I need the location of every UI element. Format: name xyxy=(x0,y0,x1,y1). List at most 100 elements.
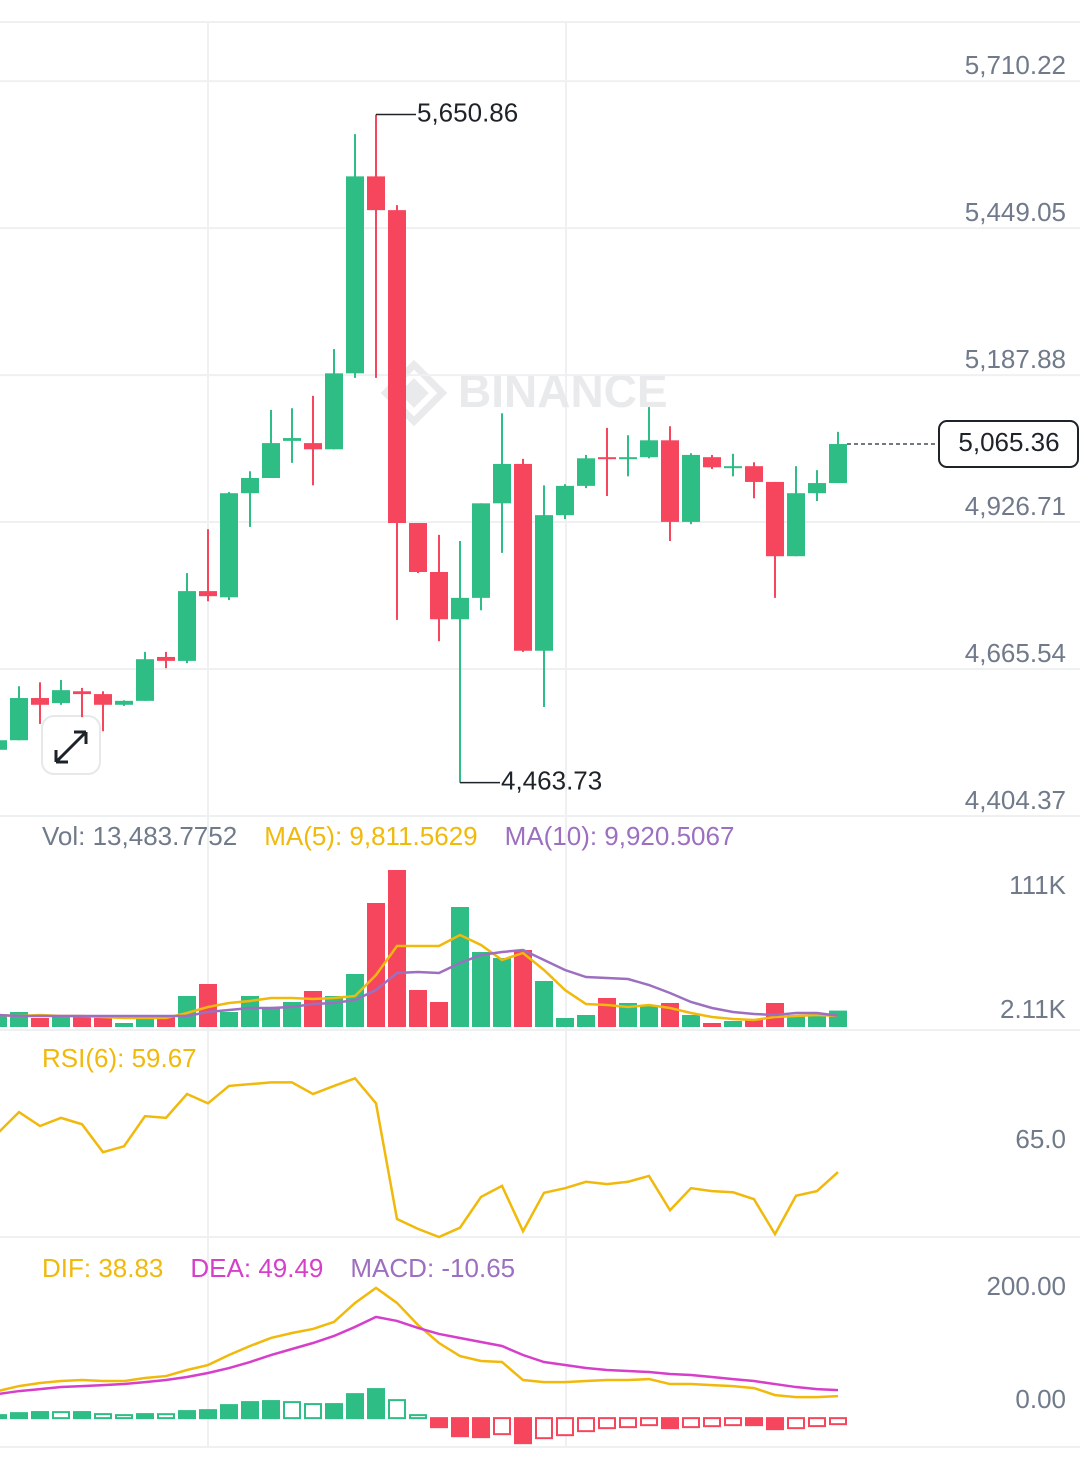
expand-button[interactable] xyxy=(41,715,101,775)
max-label: 5,650.86 xyxy=(417,97,518,127)
macd-bar xyxy=(136,1413,154,1420)
candle-body xyxy=(367,176,385,211)
y-tick-label: 0.00 xyxy=(1015,1384,1066,1414)
candle-body xyxy=(808,483,826,494)
volume-bar xyxy=(598,998,616,1027)
volume-bar xyxy=(199,984,217,1027)
series-line xyxy=(0,1286,839,1399)
volume-bar xyxy=(787,1015,805,1027)
macd-bar xyxy=(430,1417,448,1429)
legend-entry: DIF: 38.83 xyxy=(42,1253,163,1283)
candle-body xyxy=(472,503,490,598)
volume-bar xyxy=(241,995,259,1027)
macd-bar xyxy=(577,1417,595,1433)
volume-bar xyxy=(619,1003,637,1027)
volume-bar xyxy=(94,1018,112,1027)
volume-bar xyxy=(682,1015,700,1027)
y-tick-label: 5,187.88 xyxy=(965,344,1066,374)
candle-body xyxy=(619,457,637,460)
candle-body xyxy=(31,698,49,705)
candle-body xyxy=(178,591,196,661)
volume-bar xyxy=(829,1010,847,1027)
macd-bar xyxy=(31,1411,49,1420)
macd-bar xyxy=(304,1403,322,1420)
macd-bar xyxy=(829,1417,847,1426)
macd-bar xyxy=(535,1417,553,1440)
y-tick-label: 111K xyxy=(1009,870,1067,900)
macd-bar xyxy=(178,1410,196,1420)
macd-bar xyxy=(619,1417,637,1429)
volume-bar xyxy=(724,1020,742,1027)
candle-body xyxy=(787,493,805,557)
macd-bar xyxy=(556,1417,574,1437)
candle-body xyxy=(262,443,280,479)
macd-bar xyxy=(157,1413,175,1420)
volume-bar xyxy=(808,1015,826,1027)
expand-icon[interactable] xyxy=(54,730,88,764)
macd-bar xyxy=(325,1403,343,1420)
macd-bar xyxy=(367,1388,385,1420)
volume-bar xyxy=(514,950,532,1027)
macd-bar xyxy=(220,1404,238,1420)
macd-bar xyxy=(451,1417,469,1438)
candle-body xyxy=(640,440,658,458)
volume-bar xyxy=(388,870,406,1027)
candle-body xyxy=(724,466,742,469)
volume-bar xyxy=(430,1002,448,1027)
macd-bar xyxy=(661,1417,679,1430)
macd-bar xyxy=(766,1417,784,1431)
volume-bar xyxy=(640,1005,658,1027)
candle-body xyxy=(115,700,133,705)
macd-bar xyxy=(409,1414,427,1420)
y-tick-label: 4,404.37 xyxy=(965,785,1066,815)
macd-bar xyxy=(598,1417,616,1430)
candle-body xyxy=(220,493,238,598)
candle-body xyxy=(157,656,175,661)
legend-entry: DEA: 49.49 xyxy=(190,1253,323,1283)
y-tick-label: 5,710.22 xyxy=(965,50,1066,80)
macd-bar xyxy=(682,1417,700,1429)
candle-body xyxy=(745,466,763,482)
legend-entry: RSI(6): 59.67 xyxy=(42,1043,197,1073)
series-line xyxy=(0,948,839,1018)
y-tick-label: 2.11K xyxy=(1000,994,1067,1024)
candle-body xyxy=(766,481,784,557)
macd-bar xyxy=(0,1414,7,1420)
volume-bar xyxy=(472,952,490,1027)
volume-bar xyxy=(556,1018,574,1027)
y-tick-label: 200.00 xyxy=(986,1271,1066,1301)
legend-entry: MA(5): 9,811.5629 xyxy=(264,821,477,851)
volume-bar xyxy=(178,995,196,1027)
candle-body xyxy=(493,463,511,504)
macd-bar xyxy=(94,1413,112,1420)
macd-bar xyxy=(241,1401,259,1420)
volume-bar xyxy=(304,990,322,1027)
candle-body xyxy=(304,443,322,450)
volume-bar xyxy=(577,1015,595,1027)
series-line xyxy=(0,1076,839,1239)
macd-bar xyxy=(10,1412,28,1420)
volume-bar xyxy=(73,1017,91,1027)
volume-bar xyxy=(10,1012,28,1027)
volume-bar xyxy=(0,1015,7,1027)
macd-bar xyxy=(52,1411,70,1420)
candle-body xyxy=(73,691,91,695)
volume-bar xyxy=(136,1018,154,1027)
candle-body xyxy=(325,373,343,450)
macd-bar xyxy=(745,1417,763,1427)
macd-bar xyxy=(199,1409,217,1420)
volume-bar xyxy=(367,903,385,1027)
series-line xyxy=(0,933,839,1022)
legend-entry: Vol: 13,483.7752 xyxy=(42,821,237,851)
macd-bar xyxy=(73,1411,91,1420)
candle-body xyxy=(430,571,448,620)
macd-bar xyxy=(493,1417,511,1436)
candle-body xyxy=(283,438,301,441)
volume-bar xyxy=(493,958,511,1027)
candle-body xyxy=(346,176,364,374)
candle-body xyxy=(199,591,217,597)
volume-bar xyxy=(745,1020,763,1027)
macd-bar xyxy=(115,1414,133,1420)
